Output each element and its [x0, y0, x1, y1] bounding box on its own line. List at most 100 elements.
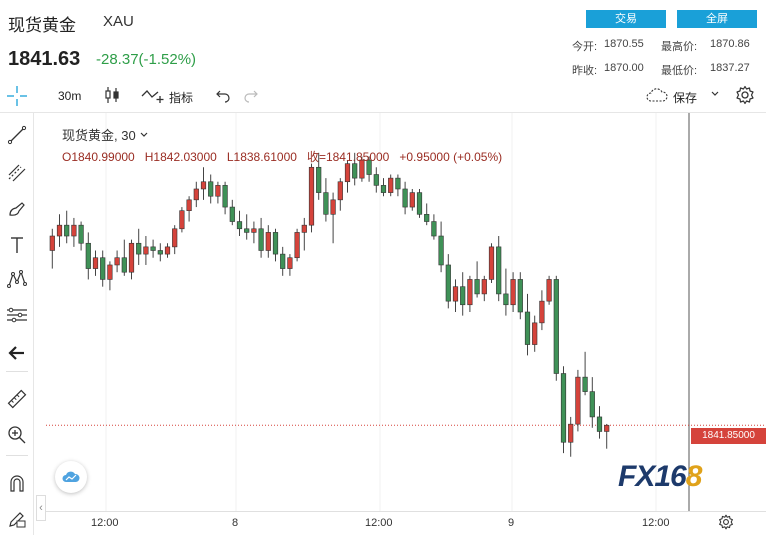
candle [438, 221, 444, 273]
candle-body [568, 423, 574, 443]
lock-drawing-icon[interactable] [5, 507, 29, 531]
high-label: 最高价: [661, 41, 698, 53]
candle-body [316, 166, 322, 193]
candle [265, 225, 271, 258]
trade-button[interactable]: 交易 [586, 10, 666, 28]
candle [308, 163, 315, 233]
candle-type-icon[interactable] [103, 86, 121, 107]
indicators-icon[interactable] [141, 86, 165, 107]
redo-icon[interactable] [243, 87, 259, 106]
candle [294, 228, 300, 262]
candlestick-chart[interactable] [46, 113, 766, 511]
candle [575, 369, 581, 432]
candle [431, 214, 437, 240]
fullscreen-button[interactable]: 全屏 [677, 10, 757, 28]
trend-line-icon[interactable] [5, 123, 29, 147]
candle-body [553, 279, 559, 374]
candle-body [438, 235, 444, 266]
save-button[interactable]: 保存 [673, 91, 698, 105]
candle [143, 236, 149, 265]
candle-body [460, 286, 466, 306]
high-value: 1870.86 [710, 38, 750, 50]
time-tick: 12:00 [365, 517, 393, 529]
price-change: -28.37(-1.52%) [96, 51, 197, 68]
time-tick: 12:00 [642, 517, 670, 529]
magnet-icon[interactable] [5, 471, 29, 495]
candle-body [56, 224, 63, 237]
ohlc-legend: O1840.99000 H1842.03000 L1838.61000 收=18… [62, 148, 502, 165]
candle-body [488, 246, 495, 280]
series-legend[interactable]: 现货黄金, 30 [62, 125, 149, 144]
last-price-tag: 1841.85000 [691, 428, 766, 444]
interval-selector[interactable]: 30m [58, 89, 82, 103]
quote-header: 现货黄金 XAU 1841.63 -28.37(-1.52%) 交易 全屏 今开… [0, 0, 766, 80]
open-value: 1870.55 [604, 38, 644, 50]
legend-change: +0.95000 (+0.05%) [399, 150, 503, 164]
candle-body [208, 181, 214, 197]
candle-body [532, 322, 538, 345]
forecast-tool-icon[interactable] [5, 303, 29, 327]
text-tool-icon[interactable] [5, 233, 29, 257]
time-tick: 8 [232, 517, 239, 529]
candle-body [164, 246, 171, 255]
candle [560, 366, 567, 454]
candle [49, 228, 55, 269]
candle-body [294, 232, 300, 259]
candle [503, 268, 509, 316]
candle [330, 192, 336, 244]
candle-body [128, 242, 135, 273]
candle-body [179, 210, 185, 230]
candle-body [229, 206, 235, 222]
instrument-symbol: XAU [103, 13, 134, 30]
chevron-down-icon[interactable] [710, 88, 720, 102]
candle [208, 174, 214, 204]
candle [395, 174, 401, 197]
candle-body [244, 228, 250, 233]
pattern-tool-icon[interactable] [5, 267, 29, 291]
candle [85, 232, 91, 280]
candle [568, 416, 574, 457]
candle [236, 210, 243, 237]
chart-toolbar: 30m 指标 保存 [0, 80, 766, 113]
candle [416, 188, 423, 218]
cloud-logo-icon[interactable] [55, 461, 87, 493]
candle [452, 279, 459, 312]
candle [92, 250, 99, 276]
candle-body [308, 166, 315, 226]
candle [344, 160, 351, 193]
candle-body [186, 199, 192, 211]
candle-body [424, 214, 430, 222]
brush-icon[interactable] [5, 197, 29, 221]
settings-gear-icon[interactable] [735, 85, 755, 108]
ruler-icon[interactable] [5, 387, 29, 411]
back-arrow-icon[interactable] [5, 341, 29, 365]
candle-body [575, 376, 581, 425]
undo-icon[interactable] [215, 87, 231, 106]
candle [539, 290, 545, 331]
rail-collapse-toggle[interactable]: ‹ [36, 495, 46, 521]
candle-body [100, 257, 106, 280]
candles-group [49, 152, 610, 457]
candle [164, 243, 171, 258]
parallel-channel-icon[interactable] [5, 161, 29, 185]
chart-grid [105, 113, 657, 511]
axis-settings-gear-icon[interactable] [718, 514, 734, 535]
candle-body [78, 224, 84, 244]
candle [107, 261, 113, 291]
candle-body [445, 264, 451, 302]
candle-body [503, 293, 509, 306]
candle-body [215, 185, 221, 197]
chevron-down-icon[interactable] [139, 130, 149, 140]
zoom-in-icon[interactable] [5, 423, 29, 447]
crosshair-icon[interactable] [6, 85, 28, 110]
candle-body [222, 185, 228, 208]
cloud-icon[interactable] [645, 87, 669, 106]
candle [474, 261, 480, 298]
indicators-label[interactable]: 指标 [169, 91, 194, 105]
drawing-tools-rail [0, 113, 34, 535]
legend-close: 收=1841.85000 [306, 150, 390, 164]
candle [546, 275, 552, 305]
candle-body [359, 159, 365, 179]
candle [316, 152, 322, 200]
candle-body [64, 224, 70, 237]
